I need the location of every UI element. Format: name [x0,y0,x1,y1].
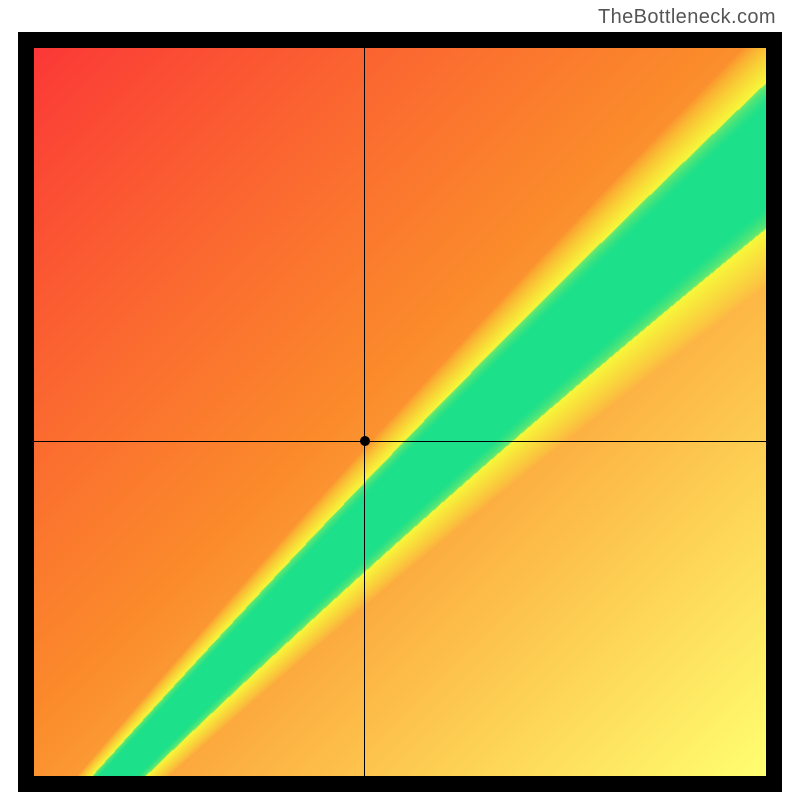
crosshair-vertical [364,48,365,776]
chart-container: TheBottleneck.com [0,0,800,800]
plot-area [34,48,766,776]
marker-dot [360,436,370,446]
watermark-text: TheBottleneck.com [598,6,776,29]
heatmap-canvas [34,48,766,776]
crosshair-horizontal [34,441,766,442]
